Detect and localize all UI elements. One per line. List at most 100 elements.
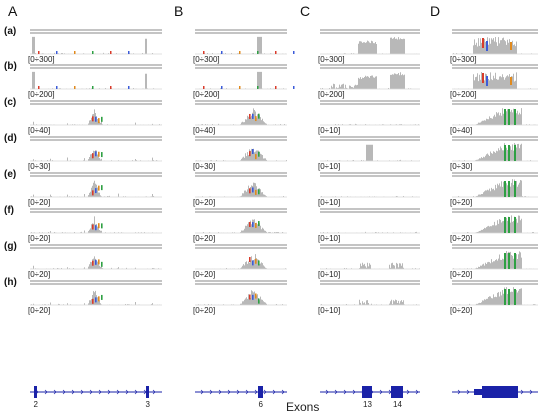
coverage-track-d <box>452 251 538 269</box>
snv-stripe <box>92 116 94 122</box>
snv-stripe <box>514 145 516 161</box>
gene-model-chevron-a <box>116 389 120 395</box>
snv-stripe <box>128 51 130 54</box>
exon-block-b <box>258 386 263 398</box>
snv-stripe <box>221 51 223 54</box>
snv-stripe <box>101 223 103 229</box>
snv-stripe <box>252 187 254 193</box>
gene-model-chevron-c <box>325 389 329 395</box>
gene-model-chevron-a <box>98 389 102 395</box>
scale-label-a: [0÷20] <box>28 306 51 315</box>
snv-stripe <box>101 294 103 300</box>
panel-letter-b: B <box>174 3 184 19</box>
snv-stripe <box>38 86 40 89</box>
scale-label-a: [0÷30] <box>28 162 51 171</box>
exon-label-c: 13 <box>363 400 372 409</box>
snv-stripe <box>95 151 97 157</box>
coverage-track-d <box>452 143 538 161</box>
scale-label-a: [0÷20] <box>28 234 51 243</box>
snv-stripe <box>255 258 257 264</box>
gene-model-chevron-b <box>200 389 204 395</box>
snv-stripe <box>98 151 100 157</box>
scale-label-c: [0÷10] <box>318 198 341 207</box>
snv-stripe <box>508 289 510 305</box>
snv-stripe <box>514 289 516 305</box>
snv-stripe <box>98 259 100 265</box>
gene-model-chevron-b <box>272 389 276 395</box>
exon-label-a: 3 <box>145 400 150 409</box>
coverage-track-d <box>452 215 538 233</box>
snv-stripe <box>92 153 94 159</box>
gene-model-chevron-a <box>125 389 129 395</box>
snv-stripe <box>74 51 76 54</box>
scale-label-b: [0÷20] <box>193 198 216 207</box>
snv-stripe <box>252 113 254 119</box>
exon-label-a: 2 <box>33 400 38 409</box>
snv-stripe <box>110 86 112 89</box>
snv-stripe <box>128 86 130 89</box>
scale-label-d: [0÷20] <box>450 234 473 243</box>
coverage-track-c <box>320 37 420 54</box>
snv-stripe <box>504 145 506 161</box>
gene-model-chevron-a <box>80 389 84 395</box>
scale-label-a: [0÷20] <box>28 198 51 207</box>
gene-model-chevron-b <box>227 389 231 395</box>
gene-model-chevron-b <box>236 389 240 395</box>
gene-model-chevron-c <box>334 389 338 395</box>
scale-label-b: [0÷200] <box>193 90 220 99</box>
snv-stripe <box>508 253 510 269</box>
scale-label-b: [0÷20] <box>193 234 216 243</box>
snv-stripe <box>252 222 254 228</box>
snv-stripe <box>95 116 97 122</box>
snv-stripe <box>514 181 516 197</box>
scale-label-a: [0÷20] <box>28 270 51 279</box>
snv-stripe <box>258 113 260 119</box>
gene-model-chevron-b <box>263 389 267 395</box>
snv-stripe <box>293 51 295 54</box>
snv-stripe <box>508 145 510 161</box>
snv-stripe <box>249 151 251 157</box>
panel-letter-c: C <box>300 3 311 19</box>
scale-label-d: [0÷20] <box>450 306 473 315</box>
gene-model-chevron-a <box>107 389 111 395</box>
row-label-6: (f) <box>4 205 14 216</box>
snv-stripe <box>255 189 257 195</box>
row-label-4: (d) <box>4 133 17 144</box>
snv-stripe <box>56 51 58 54</box>
snv-stripe <box>482 38 484 48</box>
gene-model-chevron-a <box>44 389 48 395</box>
scale-label-c: [0÷300] <box>318 55 345 64</box>
row-label-1: (a) <box>4 26 17 37</box>
scale-label-c: [0÷10] <box>318 234 341 243</box>
panel-letter-a: A <box>8 3 18 19</box>
snv-stripe <box>255 154 257 160</box>
panel-letter-d: D <box>430 3 441 19</box>
scale-label-a: [0÷300] <box>28 55 55 64</box>
gene-model-chevron-b <box>245 389 249 395</box>
gene-model-chevron-c <box>343 389 347 395</box>
scale-label-c: [0÷10] <box>318 126 341 135</box>
x-axis-title: Exons <box>286 400 320 414</box>
snv-stripe <box>98 185 100 191</box>
row-label-2: (b) <box>4 61 17 72</box>
snv-stripe <box>239 86 241 89</box>
snv-stripe <box>252 149 254 155</box>
snv-stripe <box>255 293 257 299</box>
snv-stripe <box>258 260 260 266</box>
coverage-track-c <box>320 299 420 305</box>
snv-stripe <box>504 289 506 305</box>
scale-label-a: [0÷40] <box>28 126 51 135</box>
snv-stripe <box>293 86 295 89</box>
coverage-track-d <box>452 179 538 197</box>
row-label-7: (g) <box>4 241 17 252</box>
scale-label-b: [0÷20] <box>193 270 216 279</box>
exon-block-c <box>391 386 403 398</box>
snv-stripe <box>249 188 251 194</box>
snv-stripe <box>258 151 260 157</box>
scale-label-b: [0÷40] <box>193 126 216 135</box>
snv-stripe <box>221 86 223 89</box>
gene-model-chevron-d <box>457 389 461 395</box>
gene-model-chevron-a <box>89 389 93 395</box>
snv-stripe <box>92 190 94 196</box>
